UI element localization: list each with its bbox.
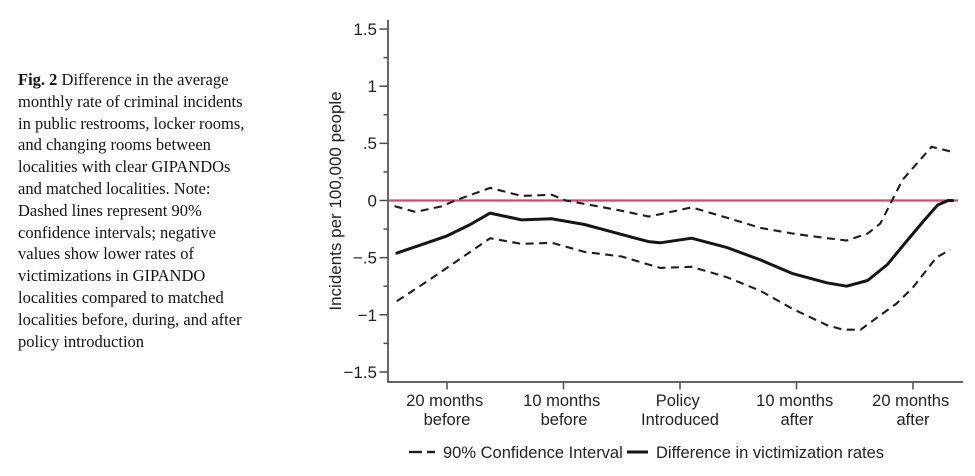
caption-line: localities before, during, and after	[18, 309, 242, 329]
ci-upper-line	[394, 145, 951, 242]
caption-line: and changing rooms between	[18, 135, 211, 155]
x-tick-line1: 20 months	[872, 392, 949, 410]
x-tick-line1: 10 months	[523, 392, 600, 410]
ci-lower-line	[396, 237, 951, 331]
x-tick-label: 10 months after	[756, 392, 838, 429]
caption-line: values show lower rates of	[18, 244, 194, 264]
x-tick-line1: 20 months	[406, 392, 483, 410]
caption-line: confidence intervals; negative	[18, 222, 216, 242]
tick-marks	[379, 28, 914, 390]
y-axis-title: Incidents per 100,000 people	[326, 91, 345, 310]
x-tick-line1: 10 months	[756, 392, 833, 410]
caption-line: Fig. 2 Difference in the average	[18, 69, 323, 91]
data-curves	[394, 145, 955, 331]
x-tick-line2: before	[541, 411, 588, 429]
y-tick-label: .5	[363, 134, 377, 153]
x-tick-label: 20 months after	[872, 392, 954, 429]
y-tick-label: 1.5	[353, 20, 377, 39]
caption-line: and matched localities. Note:	[18, 178, 211, 198]
x-tick-label: Policy Introduced	[641, 392, 719, 429]
y-tick-label: −1.5	[343, 363, 377, 382]
y-tick-label: −.5	[353, 249, 377, 268]
x-tick-label: 20 months before	[406, 392, 488, 429]
caption-line: victimizations in GIPANDO	[18, 266, 206, 286]
figure-label: Fig. 2	[18, 70, 58, 89]
x-tick-line1: Policy	[656, 392, 701, 410]
x-tick-line2: before	[424, 411, 471, 429]
difference-line	[395, 199, 955, 288]
caption-line: Dashed lines represent 90%	[18, 200, 202, 220]
caption-line: policy introduction	[18, 331, 145, 351]
y-tick-label: 1	[368, 77, 377, 96]
caption-line: in public restrooms, locker rooms,	[18, 113, 245, 133]
y-tick-label: 0	[368, 192, 377, 211]
x-tick-label: 10 months before	[523, 392, 605, 429]
caption-line: localities with clear GIPANDOs	[18, 157, 231, 177]
caption-text: Difference in the average	[57, 70, 229, 89]
caption-line: localities compared to matched	[18, 287, 224, 307]
legend-label-ci: 90% Confidence Interval	[443, 444, 623, 462]
y-tick-label: −1	[358, 306, 377, 325]
legend-label-diff: Difference in victimization rates	[656, 444, 884, 462]
x-tick-line2: Introduced	[641, 411, 719, 429]
legend: 90% Confidence Interval Difference in vi…	[409, 444, 884, 462]
x-tick-line2: after	[896, 411, 930, 429]
x-tick-line2: after	[780, 411, 814, 429]
caption-line: monthly rate of criminal incidents	[18, 91, 243, 111]
figure-caption: Fig. 2 Difference in the average monthly…	[18, 69, 323, 352]
